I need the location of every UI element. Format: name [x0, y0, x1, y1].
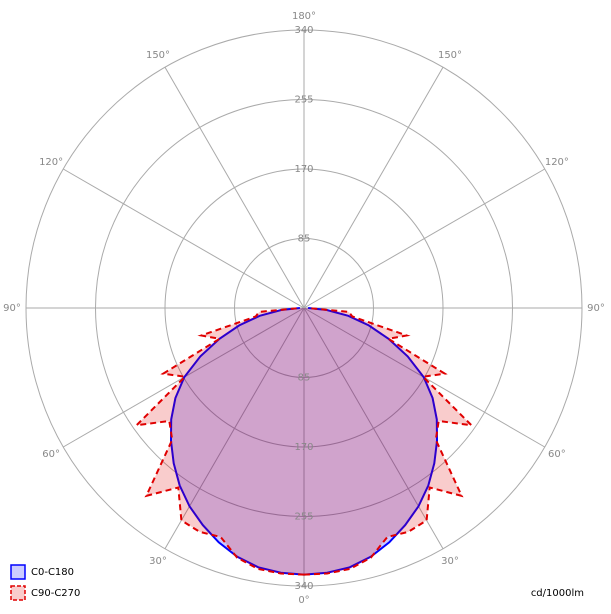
- r-tick-label: 85: [298, 234, 311, 245]
- angle-tick-label: 120°: [545, 157, 569, 168]
- r-tick-label: 255: [294, 95, 313, 106]
- angle-tick-label: 90°: [587, 303, 605, 314]
- circle-grid-line: [25, 29, 583, 587]
- intensity-curve: [304, 308, 472, 575]
- unit-label: cd/1000lm: [531, 588, 584, 599]
- r-tick-label: 340: [294, 25, 313, 36]
- circle-grid-line: [164, 168, 444, 448]
- angle-tick-label: 60°: [548, 449, 566, 460]
- angle-tick-label: 90°: [3, 303, 21, 314]
- angle-tick-label: 180°: [292, 11, 316, 22]
- intensity-curve: [304, 308, 437, 575]
- circle-grid-line: [234, 238, 374, 378]
- angle-tick-label: 60°: [42, 449, 60, 460]
- r-tick-label: 340: [294, 581, 313, 592]
- series: [133, 307, 475, 576]
- circle-grid-line: [95, 99, 513, 517]
- r-tick-label: 170: [294, 164, 313, 175]
- legend-label: C90-C270: [31, 588, 80, 599]
- intensity-curve: [171, 308, 304, 575]
- r-tick-label: 85: [298, 373, 311, 384]
- legend-label: C0-C180: [31, 567, 74, 578]
- angle-tick-label: 120°: [39, 157, 63, 168]
- legend-swatch: [10, 564, 26, 580]
- angle-tick-label: 0°: [298, 595, 309, 606]
- angle-tick-label: 30°: [441, 556, 459, 567]
- grid: [25, 29, 583, 587]
- legend-swatch: [10, 585, 26, 601]
- angle-tick-label: 150°: [146, 50, 170, 61]
- angle-tick-label: 30°: [149, 556, 167, 567]
- intensity-outline: [303, 307, 475, 576]
- r-tick-label: 170: [294, 442, 313, 453]
- intensity-curve: [136, 308, 304, 575]
- angle-tick-label: 150°: [438, 50, 462, 61]
- intensity-outline: [133, 307, 305, 576]
- r-tick-label: 255: [294, 512, 313, 523]
